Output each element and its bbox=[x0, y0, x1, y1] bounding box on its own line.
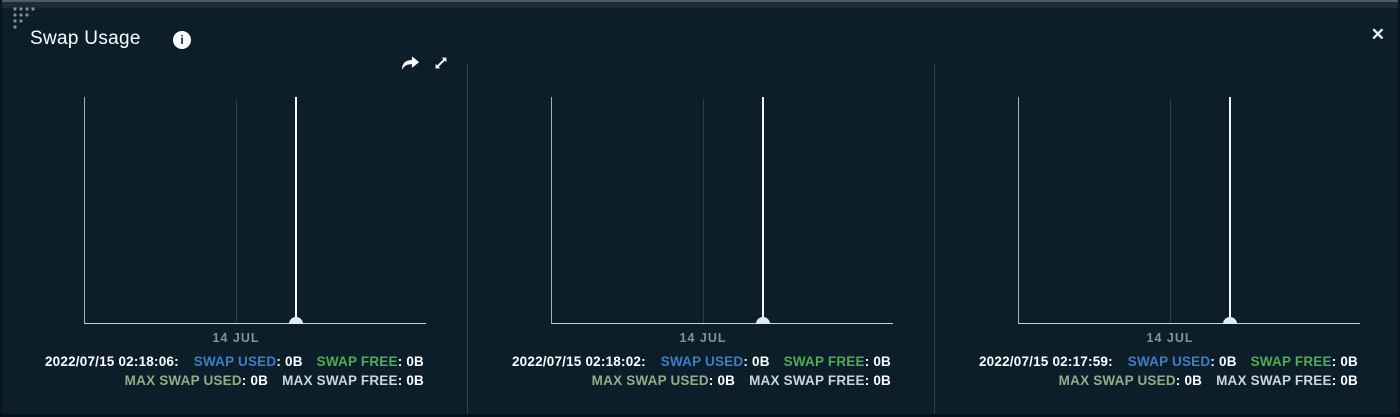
legend-label-swap-free: SWAP FREE bbox=[316, 354, 398, 369]
expand-icon[interactable] bbox=[429, 51, 453, 75]
chart-legend: 2022/07/15 02:18:02: SWAP USED: 0B SWAP … bbox=[512, 352, 891, 390]
legend-line-1: 2022/07/15 02:18:06: SWAP USED: 0B SWAP … bbox=[45, 352, 424, 371]
legend-value-max-swap-free: : 0B bbox=[864, 373, 891, 388]
legend-value-swap-free: : 0B bbox=[397, 354, 424, 369]
legend-value-max-swap-free: : 0B bbox=[397, 373, 424, 388]
legend-label-swap-used: SWAP USED bbox=[660, 354, 744, 369]
x-axis-tick-label: 14 JUL bbox=[212, 331, 260, 345]
swap-chart-panel-3[interactable]: 14 JUL 2022/07/15 02:17:59: SWAP USED: 0… bbox=[934, 0, 1400, 417]
legend-label-swap-used: SWAP USED bbox=[193, 354, 277, 369]
timestamp: 2022/07/15 02:17:59: bbox=[978, 354, 1113, 369]
legend-value-max-swap-used: : 0B bbox=[241, 373, 269, 388]
selected-point-dot bbox=[1223, 317, 1237, 324]
x-axis-tick-label: 14 JUL bbox=[679, 331, 727, 345]
chart-plot-area[interactable] bbox=[84, 97, 426, 324]
legend-line-1: 2022/07/15 02:18:02: SWAP USED: 0B SWAP … bbox=[512, 352, 891, 371]
swap-chart-panel-2[interactable]: 14 JUL 2022/07/15 02:18:02: SWAP USED: 0… bbox=[467, 0, 934, 417]
panel-divider bbox=[467, 63, 468, 414]
chart-plot-area[interactable] bbox=[1018, 97, 1360, 324]
timestamp: 2022/07/15 02:18:02: bbox=[511, 354, 646, 369]
panel-top-strip bbox=[0, 2, 1400, 8]
legend-label-max-swap-free: MAX SWAP FREE bbox=[282, 373, 398, 388]
chart-toolbar bbox=[398, 51, 453, 75]
legend-label-swap-free: SWAP FREE bbox=[1250, 354, 1332, 369]
x-gridline bbox=[236, 99, 237, 323]
drag-handle-icon[interactable] bbox=[11, 5, 37, 36]
legend-value-max-swap-free: : 0B bbox=[1331, 373, 1358, 388]
legend-label-max-swap-free: MAX SWAP FREE bbox=[749, 373, 865, 388]
legend-line-1: 2022/07/15 02:17:59: SWAP USED: 0B SWAP … bbox=[979, 352, 1358, 371]
close-icon[interactable]: ✕ bbox=[1370, 25, 1385, 44]
panel-divider bbox=[934, 63, 935, 414]
legend-label-max-swap-used: MAX SWAP USED bbox=[124, 373, 242, 388]
chart-plot-area[interactable] bbox=[551, 97, 893, 324]
legend-value-swap-used: : 0B bbox=[743, 354, 770, 369]
share-arrow-icon[interactable] bbox=[398, 51, 422, 75]
legend-value-swap-free: : 0B bbox=[1331, 354, 1358, 369]
x-gridline bbox=[703, 99, 704, 323]
legend-value-swap-used: : 0B bbox=[276, 354, 303, 369]
legend-line-2: MAX SWAP USED: 0B MAX SWAP FREE: 0B bbox=[45, 371, 424, 390]
chart-legend: 2022/07/15 02:17:59: SWAP USED: 0B SWAP … bbox=[979, 352, 1358, 390]
panel-top-highlight bbox=[0, 0, 1400, 2]
legend-line-2: MAX SWAP USED: 0B MAX SWAP FREE: 0B bbox=[512, 371, 891, 390]
timestamp: 2022/07/15 02:18:06: bbox=[44, 354, 179, 369]
crosshair-line bbox=[762, 97, 764, 323]
selected-point-dot bbox=[289, 317, 303, 324]
legend-value-swap-free: : 0B bbox=[864, 354, 891, 369]
crosshair-line bbox=[295, 97, 297, 323]
swap-chart-panel-1[interactable]: 14 JUL 2022/07/15 02:18:06: SWAP USED: 0… bbox=[0, 0, 467, 417]
selected-point-dot bbox=[756, 317, 770, 324]
legend-label-swap-free: SWAP FREE bbox=[783, 354, 865, 369]
page-title: Swap Usage bbox=[30, 28, 141, 49]
crosshair-line bbox=[1229, 97, 1231, 323]
legend-label-max-swap-used: MAX SWAP USED bbox=[1058, 373, 1176, 388]
chart-legend: 2022/07/15 02:18:06: SWAP USED: 0B SWAP … bbox=[45, 352, 424, 390]
legend-value-swap-used: : 0B bbox=[1210, 354, 1237, 369]
legend-value-max-swap-used: : 0B bbox=[1175, 373, 1203, 388]
x-gridline bbox=[1170, 99, 1171, 323]
info-icon[interactable]: i bbox=[173, 31, 191, 49]
legend-value-max-swap-used: : 0B bbox=[708, 373, 736, 388]
legend-label-max-swap-used: MAX SWAP USED bbox=[591, 373, 709, 388]
legend-label-max-swap-free: MAX SWAP FREE bbox=[1216, 373, 1332, 388]
legend-line-2: MAX SWAP USED: 0B MAX SWAP FREE: 0B bbox=[979, 371, 1358, 390]
x-axis-tick-label: 14 JUL bbox=[1146, 331, 1194, 345]
legend-label-swap-used: SWAP USED bbox=[1127, 354, 1211, 369]
